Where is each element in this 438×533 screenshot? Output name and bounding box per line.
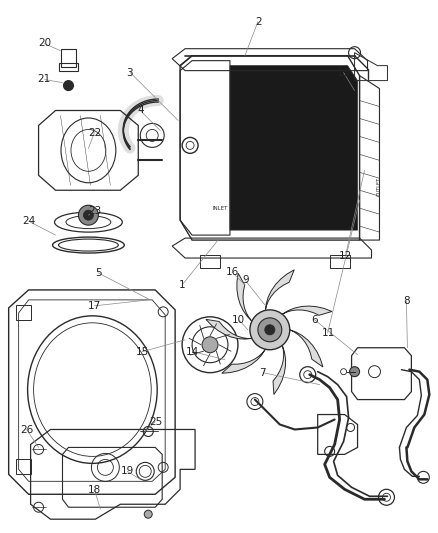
Text: 18: 18 xyxy=(88,484,101,495)
Text: 6: 6 xyxy=(312,314,318,325)
Polygon shape xyxy=(265,270,294,310)
Circle shape xyxy=(64,80,74,91)
Text: 21: 21 xyxy=(38,75,51,84)
Text: 2: 2 xyxy=(255,17,261,27)
Text: 5: 5 xyxy=(95,268,102,278)
Text: 12: 12 xyxy=(339,251,352,261)
Polygon shape xyxy=(222,349,265,373)
Text: 24: 24 xyxy=(22,216,36,227)
Text: 7: 7 xyxy=(259,368,266,378)
Text: 16: 16 xyxy=(226,267,239,277)
Text: 22: 22 xyxy=(88,127,101,138)
Polygon shape xyxy=(230,66,357,230)
Polygon shape xyxy=(273,345,286,394)
Text: 14: 14 xyxy=(186,346,199,357)
Text: 17: 17 xyxy=(88,301,101,311)
Circle shape xyxy=(258,318,282,342)
Text: OUTLET: OUTLET xyxy=(377,177,382,196)
Circle shape xyxy=(350,367,360,377)
Text: 15: 15 xyxy=(136,346,149,357)
Text: 23: 23 xyxy=(88,206,101,216)
Text: 8: 8 xyxy=(403,296,410,306)
Text: 19: 19 xyxy=(121,466,134,476)
Circle shape xyxy=(78,205,99,225)
Text: 26: 26 xyxy=(20,425,34,435)
Text: INLET: INLET xyxy=(212,206,228,211)
Circle shape xyxy=(202,337,218,353)
Circle shape xyxy=(250,310,290,350)
Text: 20: 20 xyxy=(38,38,51,49)
Circle shape xyxy=(265,325,275,335)
Text: 3: 3 xyxy=(126,68,133,78)
Text: 25: 25 xyxy=(149,417,162,426)
Polygon shape xyxy=(206,319,252,339)
Text: 9: 9 xyxy=(242,275,248,285)
Text: 1: 1 xyxy=(179,280,185,290)
Text: 11: 11 xyxy=(321,328,335,338)
Circle shape xyxy=(144,510,152,518)
Polygon shape xyxy=(282,306,332,316)
Circle shape xyxy=(83,210,93,220)
Text: 10: 10 xyxy=(232,314,245,325)
Polygon shape xyxy=(237,273,252,321)
Polygon shape xyxy=(290,330,323,367)
Text: 4: 4 xyxy=(137,105,144,115)
Text: 13: 13 xyxy=(337,68,350,78)
